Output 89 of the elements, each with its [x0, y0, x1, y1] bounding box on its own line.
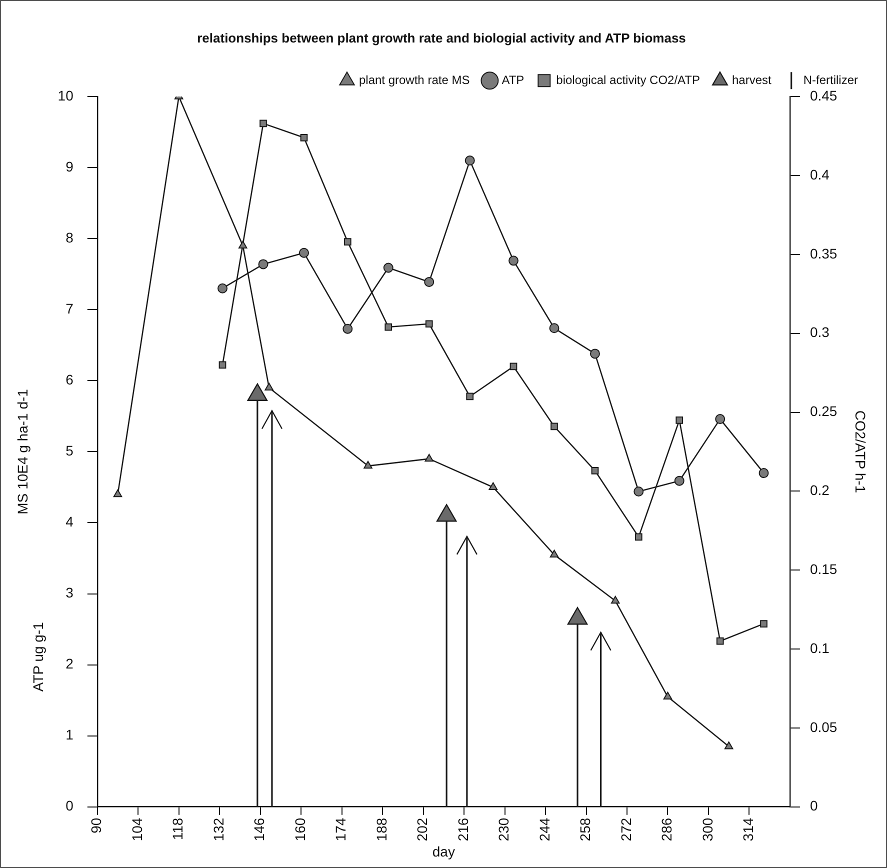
point [610, 596, 620, 604]
legend-label: N-fertilizer [803, 72, 858, 87]
point [342, 324, 353, 334]
text: ATP ug g-1 [30, 622, 46, 692]
x-tick-label: 188 [373, 818, 390, 842]
point [261, 410, 283, 430]
y-tick-label: 5 [66, 442, 74, 459]
point [424, 276, 434, 287]
x-tick-label: 118 [170, 818, 186, 840]
y2-tick-label: 0.1 [810, 640, 830, 656]
x-tick-label: 300 [699, 818, 716, 842]
x-tick-label: 132 [210, 818, 226, 842]
y-tick-label: 6 [66, 372, 74, 388]
y2-tick-label: 0.2 [810, 482, 830, 498]
point [724, 741, 734, 750]
point [364, 460, 372, 469]
x-tick-label: 230 [496, 818, 512, 842]
point [260, 120, 267, 128]
point [218, 283, 228, 294]
point [344, 238, 352, 246]
point [466, 392, 474, 400]
point [424, 454, 434, 462]
x-tick-label: 258 [577, 818, 594, 842]
y2-tick-label: 0.05 [810, 718, 838, 735]
point [634, 533, 642, 541]
point [488, 482, 498, 490]
point [716, 637, 724, 645]
point [760, 620, 768, 628]
legend-label: ATP [502, 72, 524, 87]
point [550, 422, 558, 430]
y2-tick-label: 0.25 [810, 403, 838, 420]
y-tick-label: 8 [66, 230, 74, 246]
point [298, 248, 309, 258]
y2-axis-title: CO2/ATP h-1 [852, 410, 869, 494]
x-tick-label: 314 [740, 818, 756, 842]
y2-tick-label: 0.45 [810, 87, 838, 104]
point [113, 489, 122, 498]
x-tick-label: 272 [618, 818, 634, 842]
x-tick-label: 202 [414, 818, 430, 842]
point [758, 468, 769, 478]
point [383, 262, 394, 273]
x-tick-label: 174 [332, 818, 349, 842]
legend-label: plant growth rate MS [358, 72, 470, 87]
point [300, 134, 308, 142]
point [590, 632, 612, 651]
y-tick-label: 0 [66, 798, 74, 814]
y-tick-label: 7 [66, 300, 74, 317]
x-tick-label: 104 [128, 818, 145, 842]
x-tick-label: 286 [658, 818, 675, 842]
point [590, 348, 600, 359]
y2-tick-label: 0.4 [810, 166, 830, 182]
x-axis-title: day [432, 843, 455, 860]
point [634, 486, 644, 496]
y2-tick-label: 0.15 [810, 560, 838, 577]
legend-label: harvest [732, 72, 772, 87]
point [663, 692, 672, 700]
y-tick-label: 10 [58, 87, 74, 104]
point [591, 466, 599, 474]
y2-tick-label: 0.35 [810, 245, 838, 262]
y-tick-label: 1 [66, 726, 74, 743]
y-tick-label: 4 [66, 514, 74, 530]
y2-tick-label: 0 [810, 798, 818, 814]
chart-title: relationships between plant growth rate and biologial activity and ATP biomass [197, 30, 686, 46]
x-tick-label: 244 [536, 818, 552, 842]
x-tick-label: 216 [454, 818, 471, 842]
x-tick-label: 146 [251, 818, 268, 842]
point [425, 320, 433, 328]
point [456, 536, 478, 556]
legend-label: biological activity CO2/ATP [556, 72, 700, 87]
point [674, 476, 684, 486]
point [550, 550, 559, 558]
point [384, 323, 392, 331]
x-tick-label: 90 [88, 818, 104, 834]
point [238, 240, 248, 248]
point [715, 414, 726, 424]
point [676, 416, 684, 424]
y-tick-label: 2 [66, 656, 74, 672]
point [218, 361, 226, 369]
y2-tick-label: 0.3 [810, 324, 830, 340]
point [508, 256, 518, 266]
x-tick-label: 160 [292, 818, 308, 842]
y-tick-label: 3 [66, 584, 74, 601]
point [510, 362, 518, 370]
y-axis-title: MS 10E4 g ha-1 d-1 [14, 388, 30, 514]
point [549, 323, 560, 334]
point [258, 259, 268, 270]
point [464, 156, 475, 166]
y-tick-label: 9 [66, 158, 74, 174]
point [264, 382, 274, 391]
